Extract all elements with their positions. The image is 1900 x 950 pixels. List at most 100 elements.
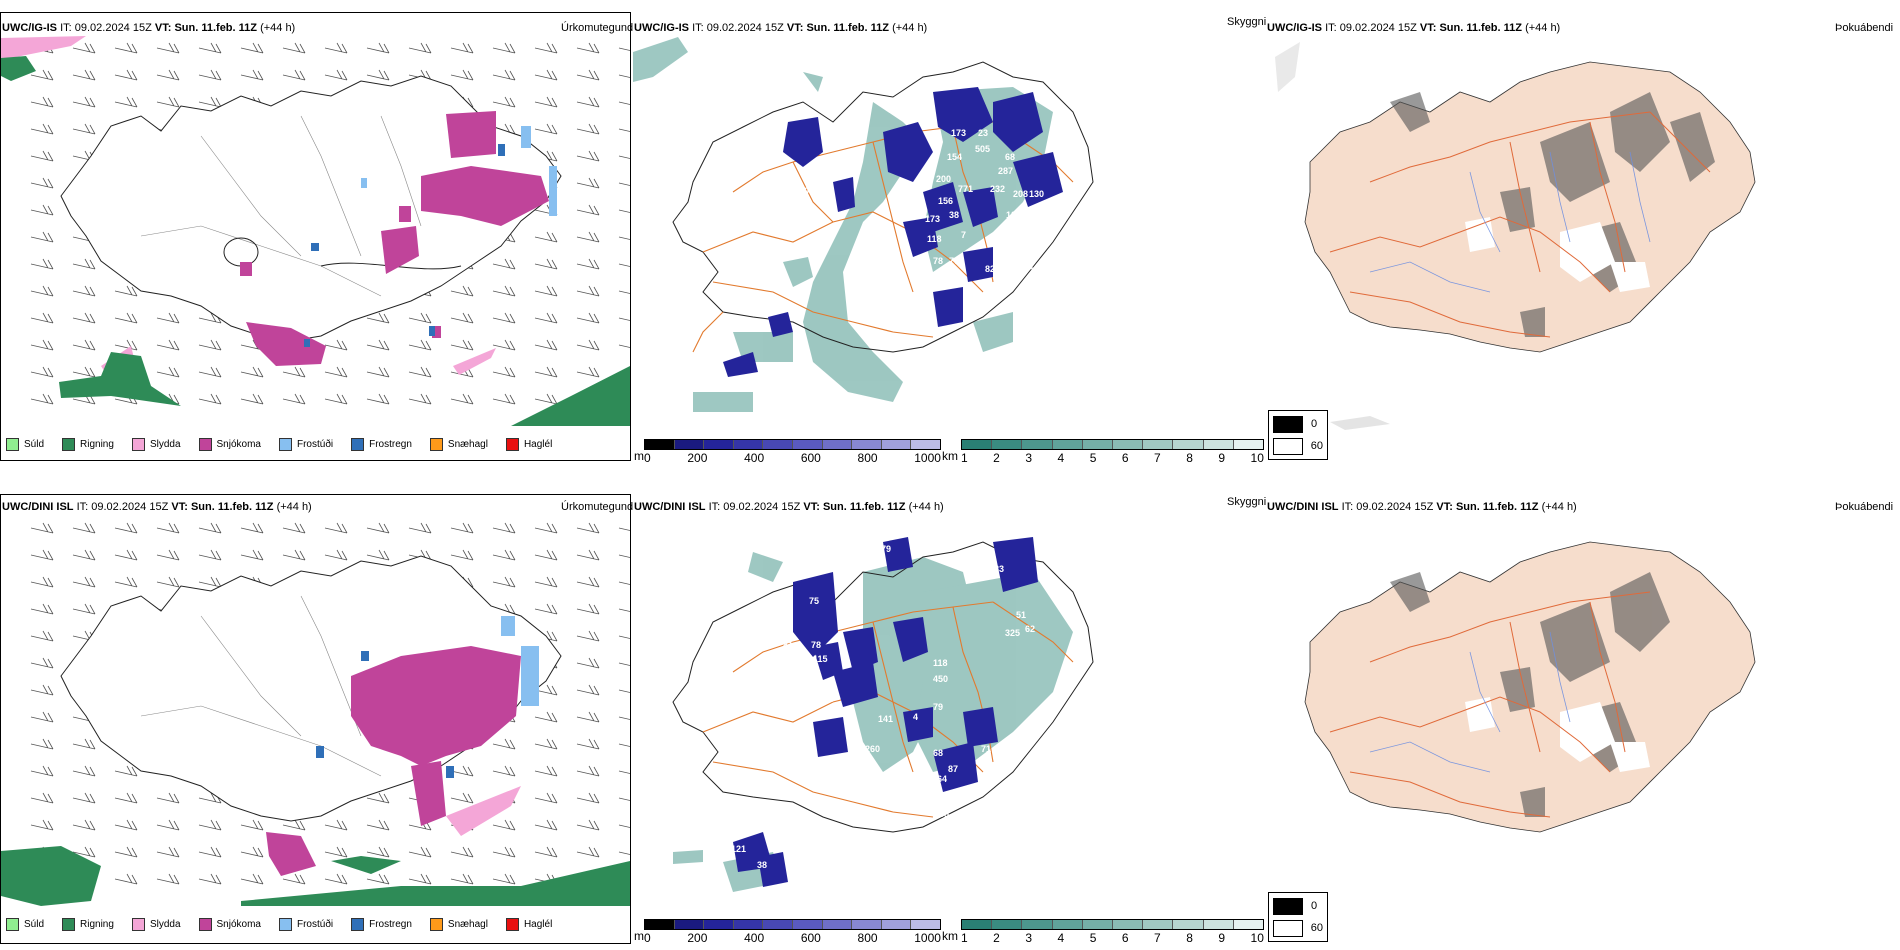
colorbar-tick: 0 xyxy=(644,931,651,945)
wind-barb xyxy=(282,366,306,378)
legend-label: Haglél xyxy=(523,439,553,450)
wind-barb xyxy=(30,765,54,777)
wind-barb xyxy=(366,366,390,378)
wind-barb xyxy=(576,819,600,831)
colorbar-cell xyxy=(733,440,764,449)
colorbar-cell xyxy=(881,920,912,929)
legend-swatch xyxy=(429,438,443,451)
snow-depth-label: 118 xyxy=(933,658,948,668)
snow-depth-cells xyxy=(644,439,941,450)
wind-barb xyxy=(534,603,558,615)
wind-barb xyxy=(114,846,138,858)
colorbar-cell xyxy=(1203,920,1234,929)
wind-barb xyxy=(30,684,54,696)
colorbar-cell xyxy=(1052,920,1083,929)
precip-header-bottom: UWC/DINI ISL IT: 09.02.2024 15Z VT: Sun.… xyxy=(2,501,312,513)
colorbar-tick: 5 xyxy=(1089,451,1097,465)
wind-barb xyxy=(534,96,558,108)
snow-depth-label: 173 xyxy=(951,128,966,138)
legend-label: Slydda xyxy=(149,439,181,450)
wind-barb xyxy=(114,576,138,588)
precip-title-top: Úrkomutegund xyxy=(561,22,634,34)
wind-barb xyxy=(576,204,600,216)
visibility-title-bottom: Skyggni xyxy=(1227,496,1267,508)
snow-depth-label: 81 xyxy=(783,640,793,650)
wind-barb xyxy=(324,339,348,351)
wind-barb xyxy=(156,846,180,858)
wind-barb xyxy=(450,549,474,561)
colorbar-tick: 8 xyxy=(1186,451,1193,465)
colorbar-tick: 0 xyxy=(644,451,651,465)
wind-barb xyxy=(618,209,630,213)
precip-header-top: UWC/IG-IS IT: 09.02.2024 15Z VT: Sun. 11… xyxy=(2,22,296,34)
precip-legend-top: Súld Rigning Slydda Snjókoma Frostúði Frostre… xyxy=(6,438,570,451)
colorbar-tick: 7 xyxy=(1154,931,1161,945)
legend-swatch xyxy=(505,918,519,931)
fog-legend-bottom: 0 60 xyxy=(1268,892,1328,942)
wind-barb xyxy=(534,576,558,588)
colorbar-cell xyxy=(1052,440,1083,449)
wind-barb xyxy=(618,608,630,612)
colorbar-tick: 10 xyxy=(1250,451,1264,465)
wind-barb xyxy=(492,312,516,324)
legend-swatch xyxy=(131,438,145,451)
wind-barb xyxy=(618,635,630,639)
wind-barb xyxy=(240,366,264,378)
wind-barb xyxy=(618,344,630,348)
visibility-title-top: Skyggni xyxy=(1227,16,1267,28)
precip-map-bottom xyxy=(1,522,630,906)
wind-barb xyxy=(114,765,138,777)
legend-item: Frostúði xyxy=(278,918,334,931)
legend-item: Rigning xyxy=(62,438,114,451)
wind-barb xyxy=(450,285,474,297)
legend-item: Súld xyxy=(6,918,44,931)
wind-barb xyxy=(156,312,180,324)
legend-label: Frostúði xyxy=(296,919,334,930)
fog-legend-label: 60 xyxy=(1310,922,1323,934)
wind-barb xyxy=(324,522,348,534)
wind-barb xyxy=(576,846,600,858)
wind-barb xyxy=(618,155,630,159)
wind-barb xyxy=(282,819,306,831)
wind-barb xyxy=(240,873,264,885)
wind-barb xyxy=(408,339,432,351)
wind-barb xyxy=(492,366,516,378)
wind-barb xyxy=(576,657,600,669)
snow-visibility-map-bottom: 79 39 183 51 75 62 81 78 115 325 118 450 297 79 64 141 4… xyxy=(672,537,1094,892)
fog-legend-row: 60 xyxy=(1273,437,1323,455)
wind-barb xyxy=(30,231,54,243)
fog-legend-swatch xyxy=(1273,415,1303,433)
wind-barb xyxy=(618,662,630,666)
wind-barb xyxy=(324,69,348,81)
wind-barb xyxy=(240,846,264,858)
snow-depth-label: 137 xyxy=(912,366,927,376)
snow-depth-label: 158 xyxy=(703,414,718,424)
snow-depth-label: 118 xyxy=(927,234,942,244)
wind-barb xyxy=(114,792,138,804)
colorbar-tick: 200 xyxy=(687,451,708,465)
legend-label: Haglél xyxy=(523,919,553,930)
wind-barb xyxy=(72,312,96,324)
wind-barb xyxy=(618,236,630,240)
colorbar-cell xyxy=(674,920,705,929)
wind-barb xyxy=(492,96,516,108)
colorbar-tick: 3 xyxy=(1025,451,1033,465)
wind-barb xyxy=(492,765,516,777)
wind-barb xyxy=(30,204,54,216)
snow-depth-label: 7 xyxy=(961,230,966,240)
snow-visibility-map-top: 173 23 505 154 68 200 771 232 287 208 130 105 390 95 1… xyxy=(633,37,1094,424)
legend-swatch xyxy=(351,918,365,931)
wind-barb xyxy=(114,285,138,297)
legend-item: Haglél xyxy=(505,438,553,451)
colorbar-tick: 9 xyxy=(1218,451,1226,465)
snow-depth-ticks: 0 200 400 600 800 1000 xyxy=(644,931,941,945)
wind-barb xyxy=(324,873,348,885)
colorbar-cell xyxy=(1203,440,1234,449)
wind-barb xyxy=(198,69,222,81)
wind-barb xyxy=(618,743,630,747)
colorbar-cell xyxy=(704,440,734,449)
snow-depth-label: 82 xyxy=(985,264,995,274)
wind-barb xyxy=(450,42,474,54)
wind-barb xyxy=(534,522,558,534)
visibility-cells xyxy=(961,439,1264,450)
